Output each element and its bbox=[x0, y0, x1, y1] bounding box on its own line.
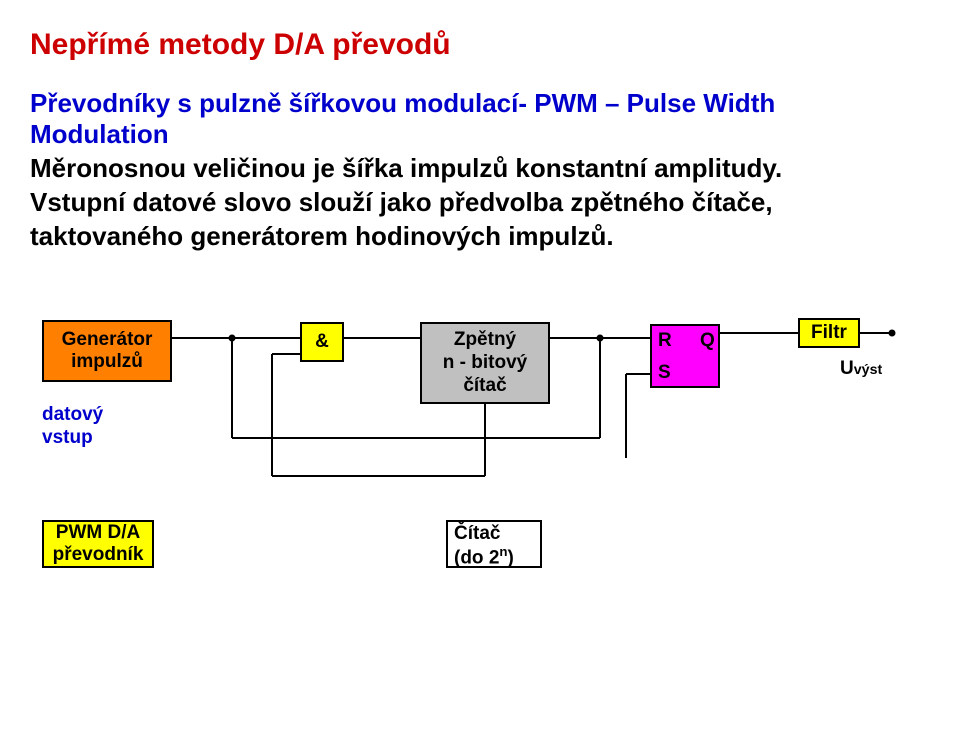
citac2-text: Čítač(do 2n) bbox=[454, 524, 514, 569]
wire bbox=[271, 354, 273, 476]
wire bbox=[272, 475, 485, 477]
block-ctr: Zpětný n - bitový čítač bbox=[420, 322, 550, 404]
block-gen: Generátor impulzů bbox=[42, 320, 172, 382]
rs-label-q: Q bbox=[700, 330, 715, 353]
subtitle: Převodníky s pulzně šířkovou modulací- P… bbox=[30, 88, 930, 150]
label-uvyst: Uvýst bbox=[840, 358, 882, 380]
block-and: & bbox=[300, 322, 344, 362]
wire bbox=[626, 373, 650, 375]
wire bbox=[720, 332, 798, 334]
connection-dot bbox=[889, 330, 896, 337]
block-filtr: Filtr bbox=[798, 318, 860, 348]
body-line-3: taktovaného generátorem hodinových impul… bbox=[30, 221, 614, 251]
page-title: Nepřímé metody D/A převodů bbox=[30, 28, 930, 62]
wire bbox=[232, 437, 600, 439]
block-diagram: Generátor impulzů & Zpětný n - bitový číta… bbox=[30, 308, 910, 568]
wire bbox=[484, 404, 486, 476]
body-line-1: Měronosnou veličinou je šířka impulzů ko… bbox=[30, 153, 782, 183]
wire bbox=[272, 353, 300, 355]
wire bbox=[231, 338, 233, 438]
connection-dot bbox=[597, 335, 604, 342]
rs-label-s: S bbox=[658, 362, 671, 385]
wire bbox=[344, 337, 420, 339]
wire bbox=[625, 374, 627, 458]
block-pwm: PWM D/A převodník bbox=[42, 520, 154, 568]
wire bbox=[860, 332, 892, 334]
wire bbox=[599, 338, 601, 438]
body-line-2: Vstupní datové slovo slouží jako předvol… bbox=[30, 187, 773, 217]
rs-label-r: R bbox=[658, 330, 672, 353]
wire bbox=[172, 337, 300, 339]
connection-dot bbox=[229, 335, 236, 342]
body-text: Měronosnou veličinou je šířka impulzů ko… bbox=[30, 152, 930, 253]
label-datovy-vstup: datový vstup bbox=[42, 404, 103, 450]
